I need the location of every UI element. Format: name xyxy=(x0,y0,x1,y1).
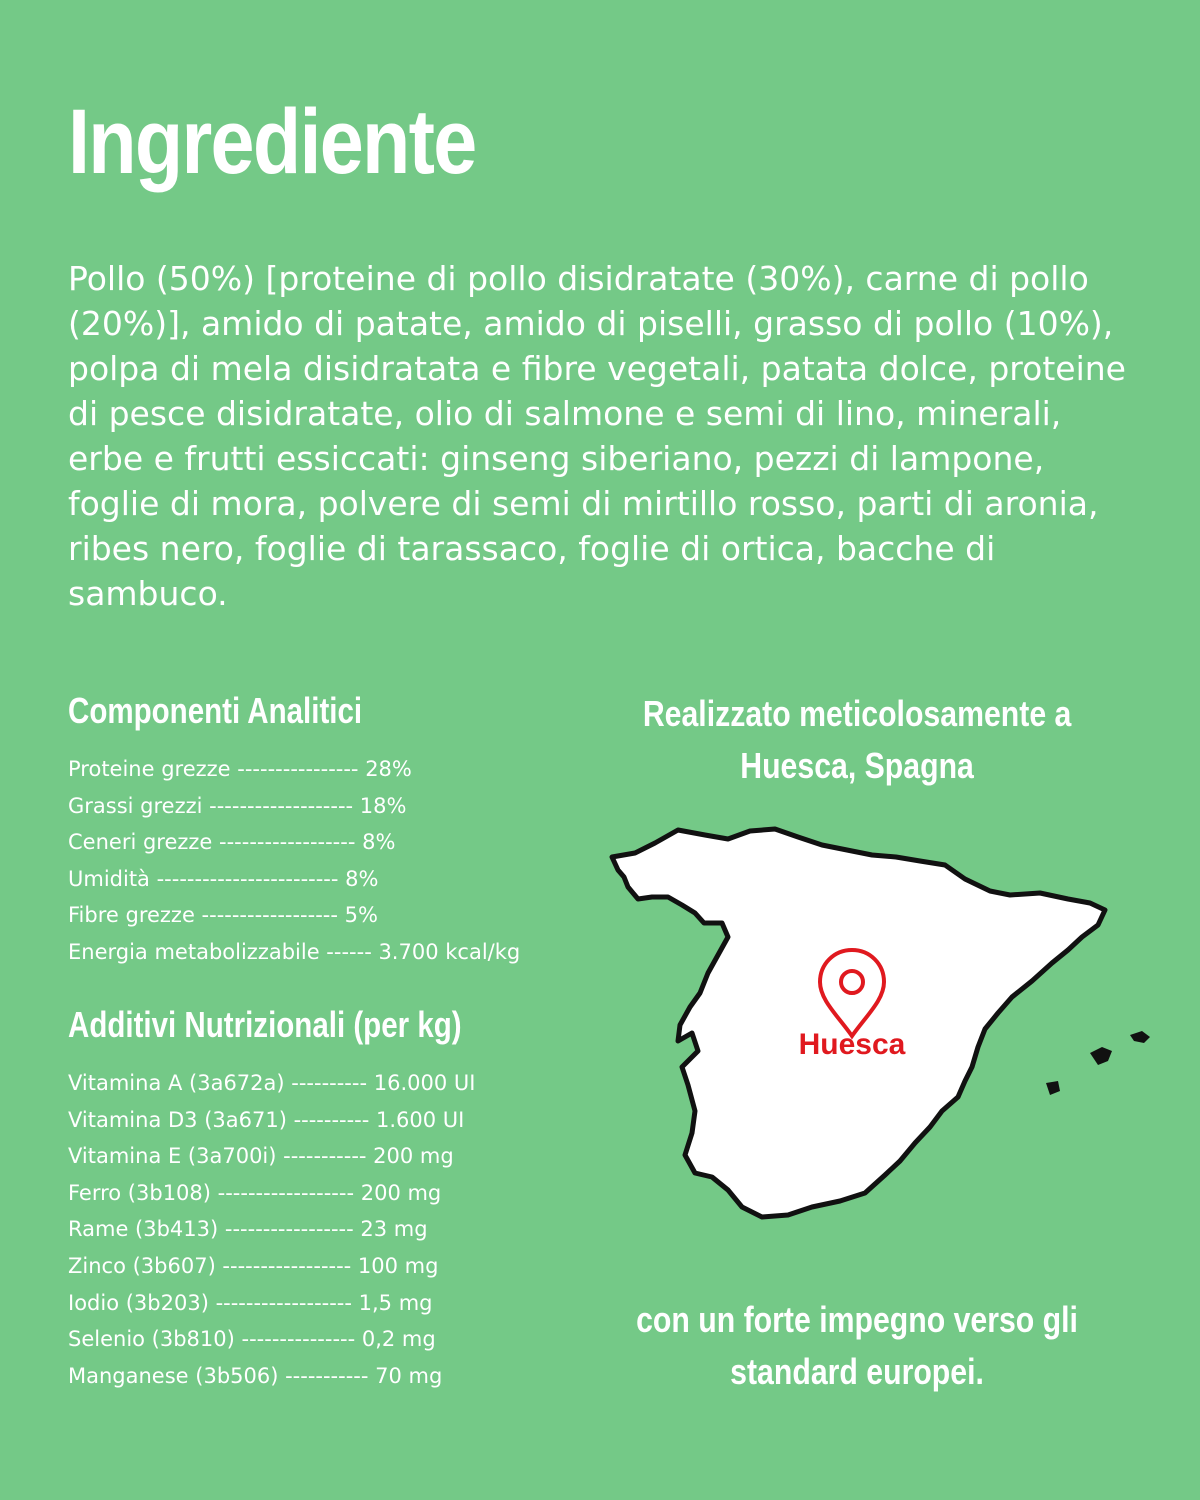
island-ibiza-shape xyxy=(1046,1081,1060,1095)
analytical-components-heading: Componenti Analitici xyxy=(68,690,363,731)
list-item: Energia metabolizzabile ------ 3.700 kca… xyxy=(68,939,521,964)
island-mallorca-shape xyxy=(1090,1047,1112,1065)
list-item: Grassi grezzi ------------------- 18% xyxy=(68,793,407,818)
list-item: Umidità ------------------------ 8% xyxy=(68,866,379,891)
spain-map: Huesca xyxy=(609,826,1150,1220)
spain-mainland-shape xyxy=(609,826,1108,1220)
list-item: Zinco (3b607) ----------------- 100 mg xyxy=(68,1253,439,1278)
list-item: Ferro (3b108) ------------------ 200 mg xyxy=(68,1180,442,1205)
list-item: Selenio (3b810) --------------- 0,2 mg xyxy=(68,1327,436,1352)
analytical-components-list: Proteine grezze ---------------- 28% Gra… xyxy=(68,751,520,971)
nutritional-additives-list: Vitamina A (3a672a) ---------- 16.000 UI… xyxy=(68,1065,475,1394)
list-item: Rame (3b413) ----------------- 23 mg xyxy=(68,1217,428,1242)
map-pin-label: Huesca xyxy=(799,1028,906,1061)
list-item: Ceneri grezze ------------------ 8% xyxy=(68,830,396,855)
made-in-caption: Realizzato meticolosamente a Huesca, Spa… xyxy=(590,688,1125,792)
commitment-caption: con un forte impegno verso gli standard … xyxy=(590,1294,1125,1398)
list-item: Proteine grezze ---------------- 28% xyxy=(68,757,412,781)
island-menorca-shape xyxy=(1130,1031,1150,1043)
commitment-line-2: standard europei. xyxy=(730,1351,985,1392)
list-item: Iodio (3b203) ------------------ 1,5 mg xyxy=(68,1290,433,1315)
made-in-line-2: Huesca, Spagna xyxy=(740,745,975,786)
list-item: Vitamina E (3a700i) ----------- 200 mg xyxy=(68,1144,454,1169)
list-item: Fibre grezze ------------------ 5% xyxy=(68,903,378,928)
ingredients-text: Pollo (50%) [proteine di pollo disidrata… xyxy=(68,259,1126,613)
nutritional-additives-heading: Additivi Nutrizionali (per kg) xyxy=(68,1004,462,1045)
location-pin-icon xyxy=(817,947,887,1040)
list-item: Vitamina A (3a672a) ---------- 16.000 UI xyxy=(68,1071,476,1095)
page-title: Ingrediente xyxy=(68,91,477,193)
list-item: Vitamina D3 (3a671) ---------- 1.600 UI xyxy=(68,1107,465,1132)
list-item: Manganese (3b506) ----------- 70 mg xyxy=(68,1363,443,1388)
made-in-line-1: Realizzato meticolosamente a xyxy=(643,693,1072,734)
commitment-line-1: con un forte impegno verso gli xyxy=(636,1299,1079,1340)
